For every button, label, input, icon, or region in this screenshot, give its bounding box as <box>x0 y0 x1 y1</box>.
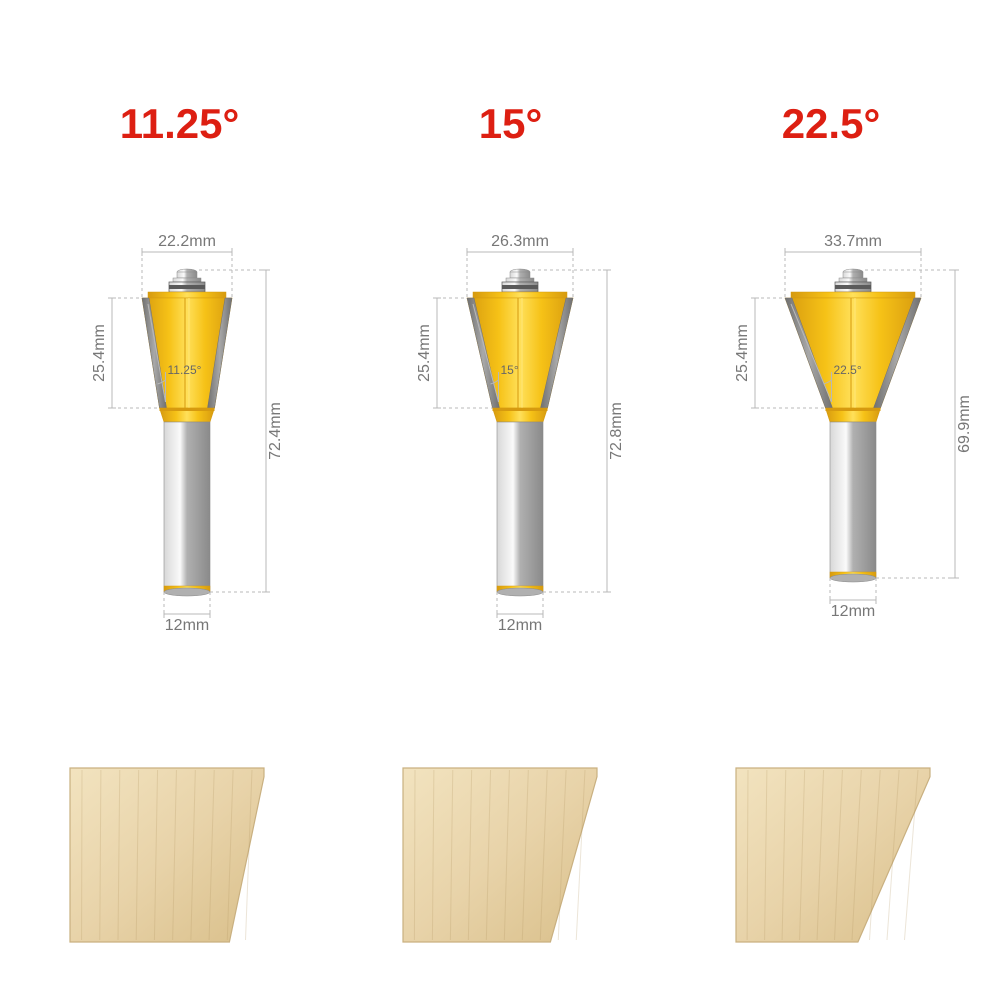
bit-svg-3: 33.7mm 22.5° 25.4mm 69.9mm 12mm <box>683 230 983 660</box>
svg-text:69.9mm: 69.9mm <box>956 395 973 453</box>
wood-svg-3 <box>728 760 938 950</box>
angle-title-1: 11.25° <box>120 100 240 148</box>
wood-sample-2 <box>395 760 605 950</box>
svg-text:33.7mm: 33.7mm <box>824 233 882 250</box>
svg-text:12mm: 12mm <box>498 617 542 634</box>
bit-svg-1: 22.2mm 11.25° 25.4mm 72.4mm 12mm <box>17 230 317 660</box>
router-bit-2: 26.3mm 15° 25.4mm 72.8mm 12mm <box>350 230 650 660</box>
svg-text:22.2mm: 22.2mm <box>158 233 216 250</box>
svg-text:12mm: 12mm <box>831 603 875 620</box>
angle-titles-row: 11.25° 15° 22.5° <box>0 100 1000 148</box>
svg-text:15°: 15° <box>500 363 518 377</box>
wood-svg-1 <box>62 760 272 950</box>
wood-samples-row <box>0 760 1000 950</box>
angle-title-3: 22.5° <box>782 100 881 148</box>
svg-text:22.5°: 22.5° <box>834 363 862 377</box>
svg-text:25.4mm: 25.4mm <box>91 324 108 382</box>
bit-svg-2: 26.3mm 15° 25.4mm 72.8mm 12mm <box>350 230 650 660</box>
svg-text:26.3mm: 26.3mm <box>491 233 549 250</box>
wood-sample-1 <box>62 760 272 950</box>
angle-title-2: 15° <box>479 100 543 148</box>
svg-text:12mm: 12mm <box>164 617 208 634</box>
svg-text:25.4mm: 25.4mm <box>416 324 433 382</box>
svg-text:72.8mm: 72.8mm <box>608 402 625 460</box>
router-bit-1: 22.2mm 11.25° 25.4mm 72.4mm 12mm <box>17 230 317 660</box>
wood-svg-2 <box>395 760 605 950</box>
svg-text:11.25°: 11.25° <box>167 363 201 377</box>
svg-text:25.4mm: 25.4mm <box>734 324 751 382</box>
router-bit-3: 33.7mm 22.5° 25.4mm 69.9mm 12mm <box>683 230 983 660</box>
wood-sample-3 <box>728 760 938 950</box>
svg-text:72.4mm: 72.4mm <box>267 402 284 460</box>
router-bits-row: 22.2mm 11.25° 25.4mm 72.4mm 12mm 26.3mm 15° 25… <box>0 230 1000 660</box>
